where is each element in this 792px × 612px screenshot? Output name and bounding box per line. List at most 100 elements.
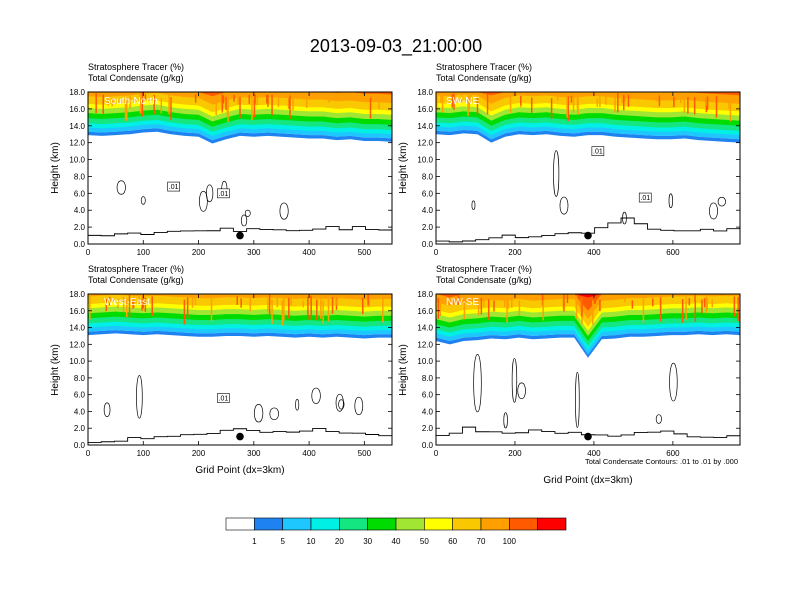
panel-sw-ne: Stratosphere Tracer (%) Total Condensate… — [398, 62, 741, 257]
colorbar-swatch — [282, 517, 312, 531]
tracer-streak — [133, 296, 135, 308]
tracer-streak — [624, 294, 626, 303]
tracer-streak — [95, 93, 97, 113]
x-axis-label: Grid Point (dx=3km) — [195, 465, 284, 476]
tracer-streak — [596, 98, 599, 107]
tracer-streak — [194, 94, 197, 103]
tracer-streak — [642, 298, 645, 323]
tracer-streak — [382, 298, 384, 323]
tracer-streak — [570, 95, 573, 103]
y-tick-label: 14.0 — [417, 324, 433, 333]
tracer-streak — [483, 298, 485, 307]
y-tick-label: 16.0 — [417, 307, 433, 316]
tracer-streak — [693, 97, 696, 115]
tracer-streak — [240, 298, 242, 308]
contour-label-box — [638, 192, 652, 203]
tracer-streak — [581, 299, 583, 317]
tracer-streak — [439, 296, 442, 316]
y-tick-label: 8.0 — [74, 172, 86, 181]
condensate-contour — [575, 371, 580, 428]
tracer-streak — [266, 94, 268, 104]
tracer-streak — [367, 294, 369, 306]
tracer-streak — [369, 97, 372, 119]
y-tick-label: 6.0 — [74, 189, 86, 198]
y-tick-label: 6.0 — [422, 391, 434, 400]
plot-area: .01 .01 0.0 2.0 4.0 6.0 8.0 10.0 12.0 14.0 16.0 18.… — [417, 88, 740, 257]
condensate-contour — [669, 362, 678, 402]
panel-label: South-North — [104, 96, 158, 107]
condensate-contour — [279, 202, 289, 220]
panel-label: NW-SE — [446, 297, 479, 308]
tracer-streak — [183, 299, 186, 325]
x-tick-label: 0 — [434, 449, 439, 458]
tracer-streak — [144, 297, 147, 312]
tracer-streak — [467, 95, 469, 116]
tracer-streak — [631, 300, 634, 309]
tracer-streak — [322, 300, 324, 324]
condensate-contour — [269, 407, 280, 421]
tracer-streak — [706, 96, 709, 110]
tracer-streak — [307, 296, 309, 320]
tracer-streak — [477, 295, 480, 316]
tracer-streak — [656, 94, 658, 102]
colorbar-label: 10 — [307, 537, 316, 546]
y-tick-label: 4.0 — [74, 206, 86, 215]
tracer-streak — [271, 94, 273, 116]
y-tick-label: 10.0 — [417, 156, 433, 165]
y-tick-label: 2.0 — [74, 424, 86, 433]
contour-label-box — [591, 146, 605, 156]
tracer-streak — [210, 298, 213, 322]
tracer-streak — [194, 295, 197, 305]
tracer-streak — [105, 299, 108, 312]
tracer-streak — [169, 98, 171, 106]
tracer-streak — [594, 295, 597, 305]
tracer-band-edge — [88, 330, 392, 339]
tracer-streak — [530, 97, 533, 113]
tracer-streak — [440, 93, 442, 103]
tracer-streak — [729, 97, 732, 122]
tracer-streak — [624, 92, 626, 102]
y-tick-label: 2.0 — [74, 223, 86, 232]
tracer-streak — [651, 298, 654, 307]
panel-label: SW-NE — [446, 96, 479, 107]
tracer-streak — [705, 294, 707, 314]
tracer-streak — [567, 96, 569, 122]
tracer-streak — [248, 94, 251, 104]
tracer-streak — [215, 95, 217, 115]
tracer-streak — [681, 298, 684, 323]
condensate-contour — [244, 209, 251, 217]
tracer-streak — [572, 97, 575, 113]
condensate-contour — [553, 150, 560, 197]
tracer-streak — [142, 296, 144, 309]
tracer-streak — [599, 299, 601, 312]
x-tick-label: 200 — [192, 449, 206, 458]
tracer-streak — [233, 94, 235, 102]
tracer-streak — [659, 297, 662, 322]
location-marker — [584, 432, 592, 441]
tracer-streak — [222, 95, 225, 104]
tracer-streak — [191, 296, 194, 308]
tracer-streak — [153, 94, 155, 115]
x-tick-label: 500 — [358, 248, 372, 257]
y-tick-label: 12.0 — [417, 340, 433, 349]
condensate-contour — [473, 354, 482, 413]
colorbar-label: 100 — [503, 537, 517, 546]
tracer-streak — [225, 96, 227, 111]
tracer-streak — [694, 299, 697, 322]
tracer-streak — [290, 298, 292, 306]
y-tick-label: 2.0 — [422, 424, 434, 433]
condensate-contour — [140, 196, 146, 205]
tracer-streak — [316, 299, 318, 321]
tracer-streak — [239, 96, 241, 119]
y-tick-label: 4.0 — [422, 407, 434, 416]
tracer-streak — [378, 94, 380, 110]
tracer-streak — [111, 97, 113, 107]
condensate-contour — [503, 412, 508, 429]
condensate-contour — [559, 196, 569, 215]
tracer-streak — [520, 95, 522, 106]
condensate-contour — [103, 402, 111, 418]
tracer-streak — [493, 300, 495, 312]
tracer-streak — [599, 93, 601, 108]
colorbar-label: 50 — [420, 537, 429, 546]
location-marker — [584, 231, 592, 240]
